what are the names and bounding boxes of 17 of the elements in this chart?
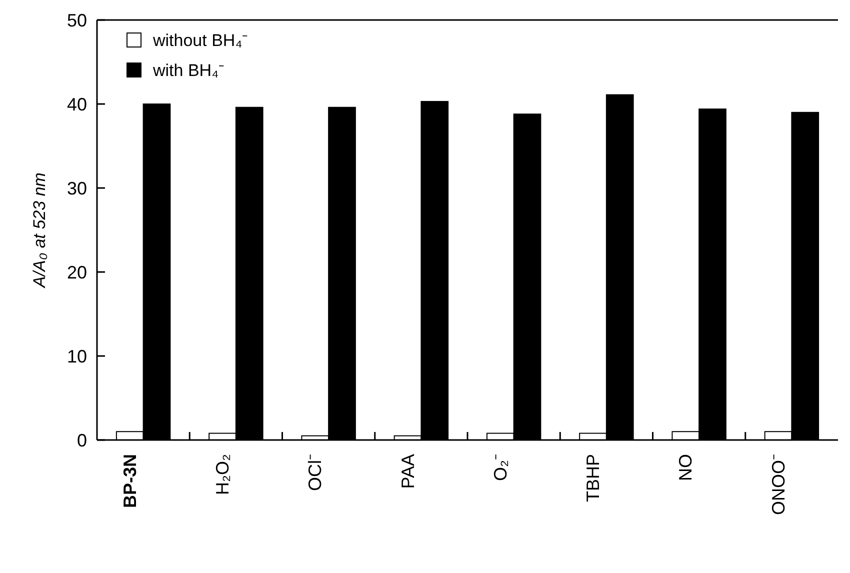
- x-tick-label: BP-3N: [120, 454, 140, 508]
- legend-label: without BH₄⁻: [152, 30, 248, 50]
- y-tick-label: 20: [66, 262, 87, 282]
- x-tick-label: ONOO⁻: [768, 454, 788, 516]
- y-tick-label: 50: [66, 10, 87, 30]
- x-tick-label: H₂O₂: [212, 454, 233, 495]
- x-tick-label: TBHP: [583, 454, 604, 502]
- y-tick-label: 40: [66, 94, 87, 114]
- y-tick-label: 0: [76, 430, 87, 450]
- y-tick-label: 10: [66, 346, 87, 366]
- legend-label: with BH₄⁻: [152, 60, 225, 80]
- y-tick-label: 30: [66, 178, 87, 198]
- y-axis-title: A/A₀ at 523 nm: [30, 172, 49, 288]
- x-tick-label: OCl⁻: [305, 454, 326, 491]
- x-tick-label: PAA: [398, 454, 418, 489]
- x-tick-label: O₂⁻: [490, 454, 510, 481]
- x-tick-label: NO: [676, 454, 696, 481]
